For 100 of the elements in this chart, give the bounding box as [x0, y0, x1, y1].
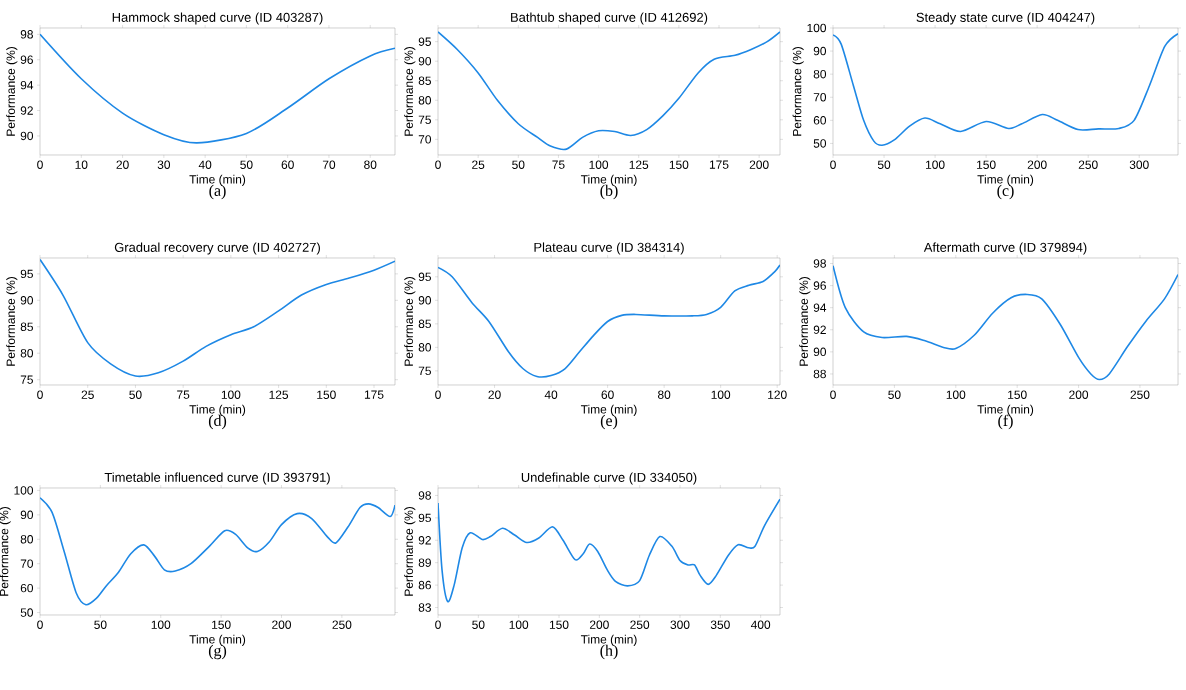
y-axis-title: Performance (%)	[792, 47, 804, 136]
x-tick-label: 150	[317, 390, 336, 399]
x-tick-label: 400	[750, 620, 771, 629]
y-tick-label: 70	[20, 559, 34, 568]
y-tick-label: 90	[20, 296, 34, 305]
x-tick-label: 150	[977, 160, 996, 169]
x-tick-label: 0	[830, 390, 836, 399]
x-tick-label: 50	[129, 390, 142, 399]
x-tick-label: 100	[926, 160, 945, 169]
y-tick-label: 80	[813, 69, 827, 79]
x-tick-label: 120	[768, 390, 787, 399]
y-tick-label: 95	[418, 37, 431, 46]
x-tick-label: 100	[151, 620, 171, 629]
y-tick-label: 80	[20, 349, 34, 358]
x-axis-title: Time (min)	[189, 174, 246, 186]
x-axis-title: Time (min)	[977, 404, 1034, 416]
x-tick-label: 150	[669, 160, 689, 169]
x-tick-label: 40	[544, 390, 558, 399]
y-tick-label: 85	[418, 76, 431, 85]
y-tick-label: 94	[20, 80, 34, 90]
x-tick-label: 250	[1130, 390, 1150, 399]
line-series	[833, 264, 1179, 381]
line-series	[40, 33, 396, 144]
x-tick-label: 0	[830, 160, 836, 169]
x-tick-label: 100	[711, 390, 731, 399]
x-tick-label: 150	[212, 620, 231, 629]
x-tick-label: 50	[472, 620, 485, 629]
x-tick-label: 125	[629, 160, 649, 169]
x-tick-label: 30	[157, 160, 171, 169]
x-tick-label: 25	[81, 390, 94, 399]
x-tick-label: 200	[1027, 160, 1047, 169]
y-tick-label: 70	[418, 135, 432, 144]
x-tick-label: 300	[670, 620, 690, 629]
y-tick-label: 94	[813, 303, 827, 312]
y-tick-label: 95	[20, 269, 33, 279]
x-tick-label: 150	[1008, 390, 1027, 399]
x-axis-title: Time (min)	[189, 634, 246, 646]
text: (e)	[600, 414, 618, 430]
x-tick-label: 20	[488, 390, 501, 399]
chart-title: Bathtub shaped curve (ID 412692)	[511, 12, 708, 25]
y-tick-label: 95	[418, 272, 431, 282]
x-tick-label: 40	[198, 160, 212, 169]
y-tick-label: 96	[20, 55, 33, 64]
x-tick-label: 200	[749, 160, 769, 169]
y-tick-label: 80	[418, 343, 432, 352]
y-axis-title: Performance (%)	[6, 277, 18, 366]
text: (g)	[208, 644, 227, 660]
x-axis-title: Time (min)	[580, 404, 637, 416]
chart-title: Aftermath curve (ID 379894)	[923, 242, 1087, 255]
y-axis-title: Performance (%)	[404, 277, 416, 366]
x-tick-label: 50	[512, 160, 525, 169]
x-tick-label: 0	[435, 620, 441, 629]
y-tick-label: 98	[20, 30, 33, 39]
y-tick-label: 92	[418, 536, 431, 545]
line-series	[438, 498, 781, 603]
text: (b)	[600, 184, 618, 200]
y-tick-label: 95	[418, 513, 431, 523]
text: (h)	[600, 644, 618, 660]
x-tick-label: 100	[946, 390, 966, 399]
x-tick-label: 250	[1078, 160, 1098, 169]
chart-title: Timetable influenced curve (ID 393791)	[104, 472, 330, 485]
x-tick-label: 0	[435, 160, 441, 169]
x-tick-label: 80	[364, 160, 377, 169]
x-tick-label: 100	[589, 160, 609, 169]
x-tick-label: 300	[1129, 160, 1149, 169]
y-tick-label: 50	[813, 139, 827, 148]
x-tick-label: 70	[322, 160, 336, 169]
y-tick-label: 90	[813, 347, 827, 357]
y-tick-label: 50	[20, 608, 34, 617]
line-series	[40, 258, 396, 378]
x-tick-label: 75	[177, 390, 190, 399]
y-tick-label: 75	[20, 375, 33, 384]
x-tick-label: 50	[94, 620, 107, 629]
y-tick-label: 100	[14, 486, 34, 495]
y-tick-label: 85	[20, 322, 33, 331]
x-tick-label: 50	[240, 160, 253, 169]
y-tick-label: 83	[418, 603, 431, 612]
line-series	[438, 264, 781, 378]
y-tick-label: 90	[20, 510, 34, 520]
y-tick-label: 98	[418, 491, 431, 500]
text: (c)	[997, 184, 1014, 200]
x-tick-label: 25	[472, 160, 485, 169]
y-tick-label: 80	[418, 96, 432, 105]
x-tick-label: 50	[877, 160, 891, 169]
chart-title: Undefinable curve (ID 334050)	[521, 472, 697, 485]
y-tick-label: 90	[418, 56, 432, 66]
y-axis-title: Performance (%)	[404, 507, 416, 596]
y-tick-label: 89	[418, 558, 431, 567]
x-tick-label: 50	[888, 390, 901, 399]
x-tick-label: 250	[332, 620, 352, 629]
x-tick-label: 150	[549, 620, 569, 629]
y-tick-label: 96	[813, 281, 826, 290]
line-series	[833, 32, 1179, 147]
x-tick-label: 200	[272, 620, 292, 629]
y-axis-title: Performance (%)	[799, 277, 811, 366]
x-tick-label: 175	[364, 390, 384, 399]
y-tick-label: 75	[418, 115, 431, 124]
y-axis-title: Performance (%)	[6, 47, 18, 136]
x-tick-label: 0	[37, 160, 43, 169]
x-tick-label: 0	[435, 390, 441, 399]
